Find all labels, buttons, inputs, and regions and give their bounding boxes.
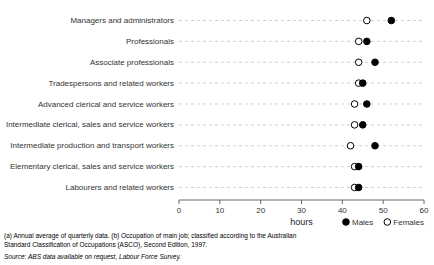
point (355, 163, 362, 170)
legend-label: Males (352, 218, 373, 227)
x-tick-label: 50 (379, 206, 388, 215)
x-tick-label: 20 (256, 206, 265, 215)
category-label: Intermediate production and transport wo… (10, 141, 174, 150)
legend-marker (384, 219, 391, 226)
x-tick-label: 0 (177, 206, 182, 215)
category-label: Tradespersons and related workers (48, 79, 174, 88)
row-line (179, 62, 424, 63)
x-tick (301, 200, 302, 204)
x-axis-title: hours (290, 217, 313, 227)
x-axis: 0 10 20 30 40 50 60 (177, 200, 429, 215)
row-line (179, 124, 424, 125)
x-tick (260, 200, 261, 204)
category-label: Advanced clerical and service workers (38, 100, 174, 109)
category-label: Associate professionals (90, 58, 174, 67)
row-line (179, 166, 424, 167)
x-tick (179, 200, 180, 204)
category-label: Intermediate clerical, sales and service… (6, 120, 174, 129)
category-label: Managers and administrators (70, 16, 174, 25)
x-tick (219, 200, 220, 204)
point (359, 122, 366, 129)
row-line (179, 41, 424, 42)
chart: Managers and administrators Professionals… (0, 0, 434, 265)
row-line (179, 20, 424, 21)
point (355, 59, 362, 66)
legend-label: Females (393, 218, 424, 227)
point (355, 38, 362, 45)
point (372, 142, 379, 149)
points (347, 17, 394, 191)
row-line (179, 187, 424, 188)
row-line (179, 83, 424, 84)
x-tick-label: 40 (338, 206, 347, 215)
x-tick (342, 200, 343, 204)
x-tick-label: 60 (420, 206, 429, 215)
point (388, 17, 395, 24)
category-label: Labourers and related workers (65, 183, 174, 192)
x-tick-label: 10 (215, 206, 224, 215)
point (364, 101, 371, 108)
point (372, 59, 379, 66)
source: Source: ABS data available on request, L… (4, 253, 181, 261)
x-tick-label: 30 (297, 206, 306, 215)
footnote: Standard Classification of Occupations (… (4, 241, 208, 249)
row-line (179, 145, 424, 146)
category-label: Elementary clerical, sales and service w… (10, 162, 174, 171)
point (364, 38, 371, 45)
footnote: (a) Annual average of quarterly data. (b… (4, 232, 297, 240)
point (355, 184, 362, 191)
category-labels: Managers and administrators Professionals… (6, 16, 174, 192)
category-label: Professionals (126, 37, 174, 46)
point (359, 80, 366, 87)
point (351, 101, 358, 108)
legend: Females Males (343, 218, 424, 227)
x-tick (424, 200, 425, 204)
point (364, 17, 371, 24)
point (351, 122, 358, 129)
row-lines (179, 21, 424, 188)
legend-marker (343, 219, 350, 226)
x-tick (383, 200, 384, 204)
row-line (179, 104, 424, 105)
point (347, 142, 354, 149)
